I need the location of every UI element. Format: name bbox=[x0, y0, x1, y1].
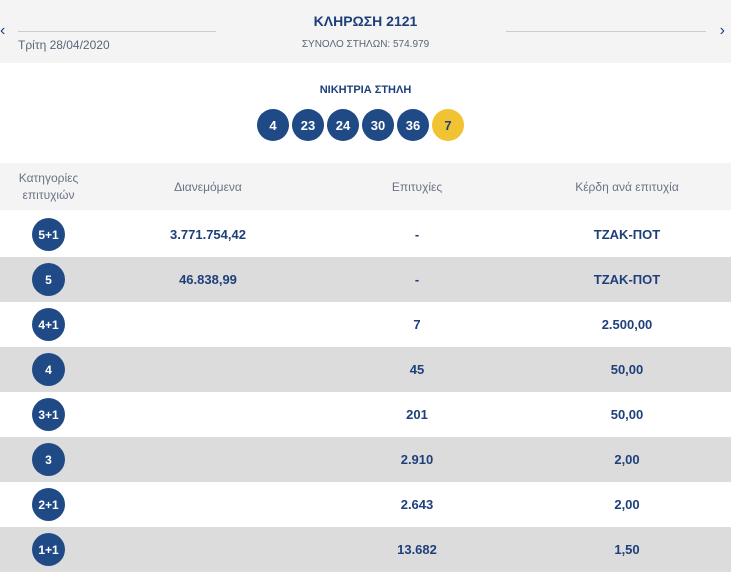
prize-per-winner: 50,00 bbox=[610, 407, 644, 422]
table-row: 5+1 3.771.754,42 - ΤΖΑΚ-ΠΟΤ bbox=[0, 212, 731, 257]
category-badge: 5+1 bbox=[32, 218, 65, 251]
draw-header: ‹ › Τρίτη 28/04/2020 ΚΛΗΡΩΣΗ 2121 ΣΥΝΟΛΟ… bbox=[0, 0, 731, 63]
header-distributed: Διανεμόμενα bbox=[174, 180, 242, 194]
winners-count: 45 bbox=[409, 362, 425, 377]
distributed-amount bbox=[128, 302, 288, 347]
next-draw-arrow-icon[interactable]: › bbox=[719, 22, 725, 39]
winners-count: 201 bbox=[406, 407, 428, 422]
distributed-amount bbox=[128, 482, 288, 527]
distributed-amount bbox=[128, 437, 288, 482]
divider-left bbox=[18, 31, 216, 32]
distributed-amount bbox=[128, 347, 288, 392]
table-row: 1+1 13.682 1,50 bbox=[0, 527, 731, 572]
previous-draw-arrow-icon[interactable]: ‹ bbox=[0, 22, 6, 39]
distributed-amount bbox=[128, 392, 288, 437]
header-prize: Κέρδη ανά επιτυχία bbox=[575, 180, 679, 194]
prize-per-winner: ΤΖΑΚ-ΠΟΤ bbox=[593, 227, 661, 242]
winners-count: 13.682 bbox=[397, 542, 437, 557]
category-badge: 3+1 bbox=[32, 398, 65, 431]
table-row: 4+1 7 2.500,00 bbox=[0, 302, 731, 347]
category-badge: 5 bbox=[32, 263, 65, 296]
winning-number-ball: 30 bbox=[362, 109, 394, 141]
draw-title: ΚΛΗΡΩΣΗ 2121 bbox=[313, 13, 418, 29]
winning-number-ball: 36 bbox=[397, 109, 429, 141]
table-row: 5 46.838,99 - ΤΖΑΚ-ΠΟΤ bbox=[0, 257, 731, 302]
category-badge: 4+1 bbox=[32, 308, 65, 341]
header-winners: Επιτυχίες bbox=[391, 180, 443, 194]
winning-number-ball: 23 bbox=[292, 109, 324, 141]
winners-count: 2.643 bbox=[400, 497, 434, 512]
distributed-amount: 3.771.754,42 bbox=[170, 227, 246, 242]
winning-numbers: 4 23 24 30 36 7 bbox=[257, 109, 467, 141]
total-columns: ΣΥΝΟΛΟ ΣΤΗΛΩΝ: 574.979 bbox=[301, 39, 430, 50]
distributed-amount bbox=[128, 527, 288, 572]
winning-number-ball: 4 bbox=[257, 109, 289, 141]
table-row: 4 45 50,00 bbox=[0, 347, 731, 392]
header-category: Κατηγορίες επιτυχιών bbox=[18, 171, 79, 202]
winners-count: - bbox=[414, 272, 420, 287]
prize-per-winner: 2,00 bbox=[614, 452, 640, 467]
draw-date: Τρίτη 28/04/2020 bbox=[18, 38, 110, 52]
winning-column-label: ΝΙΚΗΤΡΙΑ ΣΤΗΛΗ bbox=[319, 84, 412, 96]
table-row: 2+1 2.643 2,00 bbox=[0, 482, 731, 527]
results-table-header: Κατηγορίες επιτυχιών Διανεμόμενα Επιτυχί… bbox=[0, 163, 731, 210]
joker-ball: 7 bbox=[432, 109, 464, 141]
prize-per-winner: 50,00 bbox=[610, 362, 644, 377]
winners-count: 7 bbox=[413, 317, 421, 332]
prize-per-winner: 1,50 bbox=[614, 542, 640, 557]
winners-count: - bbox=[414, 227, 420, 242]
prize-per-winner: 2,00 bbox=[614, 497, 640, 512]
category-badge: 1+1 bbox=[32, 533, 65, 566]
prize-per-winner: ΤΖΑΚ-ΠΟΤ bbox=[593, 272, 661, 287]
category-badge: 3 bbox=[32, 443, 65, 476]
category-badge: 2+1 bbox=[32, 488, 65, 521]
table-row: 3+1 201 50,00 bbox=[0, 392, 731, 437]
divider-right bbox=[506, 31, 706, 32]
winners-count: 2.910 bbox=[400, 452, 434, 467]
winning-number-ball: 24 bbox=[327, 109, 359, 141]
prize-per-winner: 2.500,00 bbox=[601, 317, 653, 332]
table-row: 3 2.910 2,00 bbox=[0, 437, 731, 482]
distributed-amount: 46.838,99 bbox=[179, 272, 237, 287]
category-badge: 4 bbox=[32, 353, 65, 386]
